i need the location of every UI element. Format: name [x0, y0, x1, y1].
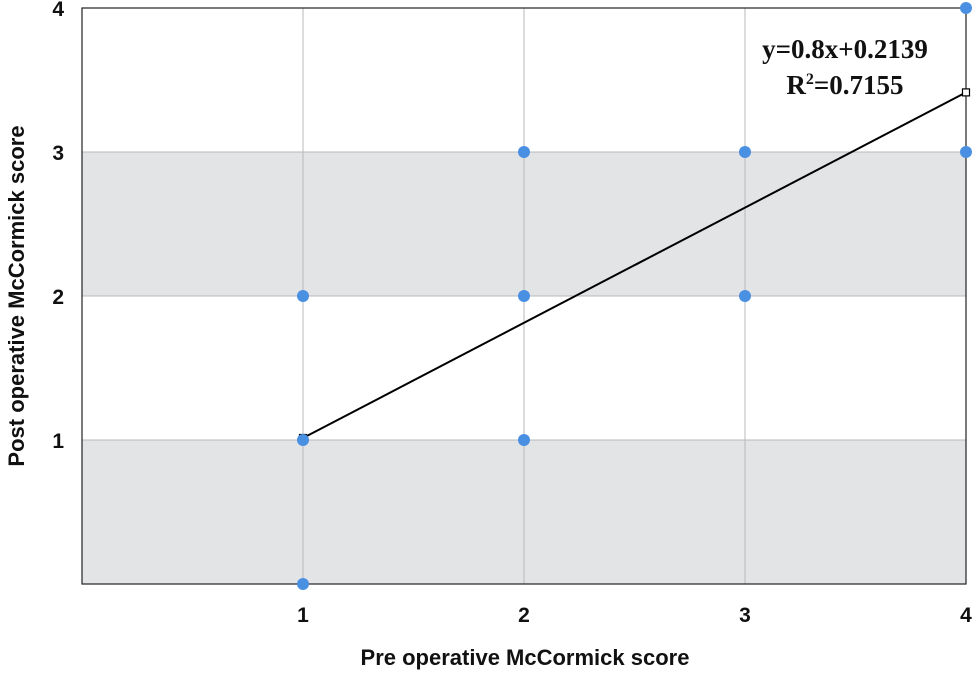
data-points — [297, 2, 972, 590]
y-tick-label: 2 — [52, 286, 64, 309]
r2-superscript: 2 — [806, 71, 814, 88]
x-tick-label: 2 — [518, 604, 530, 627]
y-tick-label: 1 — [52, 430, 64, 453]
data-point — [960, 2, 972, 14]
data-point — [518, 434, 530, 446]
y-tick-label: 4 — [52, 0, 64, 21]
r2-prefix: R — [786, 70, 806, 100]
trend-line-end-marker — [961, 88, 971, 97]
data-point — [297, 290, 309, 302]
data-point — [297, 578, 309, 590]
trendline-equation: y=0.8x+0.2139 — [762, 34, 928, 64]
y-axis-title: Post operative McCormick score — [4, 125, 29, 466]
data-point — [518, 290, 530, 302]
data-point — [739, 290, 751, 302]
x-tick-label: 3 — [739, 604, 751, 627]
x-tick-label: 4 — [960, 604, 972, 627]
y-axis-ticks: 1 2 3 4 — [52, 0, 64, 453]
trend-line — [302, 91, 967, 439]
trendline-r-squared: R2=0.7155 — [786, 70, 903, 100]
r2-value: =0.7155 — [814, 70, 904, 100]
data-point — [960, 146, 972, 158]
y-tick-label: 3 — [52, 142, 64, 165]
x-axis-ticks: 1 2 3 4 — [297, 604, 972, 627]
x-tick-label: 1 — [297, 604, 309, 627]
data-point — [739, 146, 751, 158]
plot-frame — [81, 7, 967, 585]
x-axis-title: Pre operative McCormick score — [361, 645, 690, 670]
data-point — [297, 434, 309, 446]
data-point — [518, 146, 530, 158]
